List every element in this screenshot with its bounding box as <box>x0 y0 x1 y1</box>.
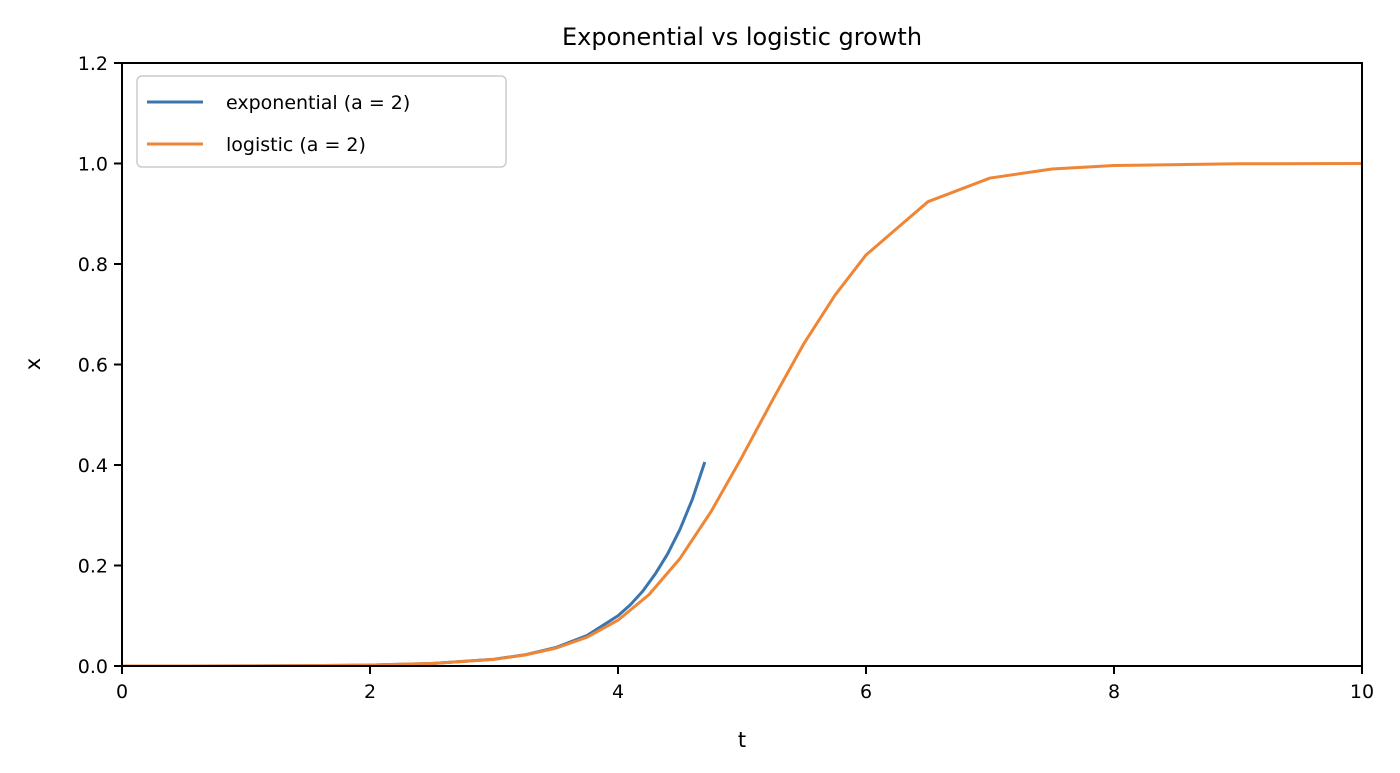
y-axis-ticks: 0.0 0.2 0.4 0.6 0.8 1.0 1.2 <box>78 53 122 678</box>
x-axis-label: t <box>738 728 746 752</box>
y-tick-label: 0.2 <box>78 556 108 578</box>
y-tick-label: 0.4 <box>78 455 108 477</box>
x-tick-label: 10 <box>1350 681 1374 703</box>
x-tick-label: 2 <box>364 681 376 703</box>
y-tick-label: 0.0 <box>78 656 108 678</box>
y-tick-label: 0.6 <box>78 355 108 377</box>
x-tick-label: 0 <box>116 681 128 703</box>
chart-title: Exponential vs logistic growth <box>562 23 922 51</box>
x-tick-label: 6 <box>860 681 872 703</box>
legend-label-logistic: logistic (a = 2) <box>226 134 366 156</box>
x-axis-ticks: 0 2 4 6 8 10 <box>116 666 1374 703</box>
x-tick-label: 8 <box>1108 681 1120 703</box>
legend: exponential (a = 2) logistic (a = 2) <box>136 75 507 168</box>
legend-label-exponential: exponential (a = 2) <box>226 92 410 114</box>
y-tick-label: 1.2 <box>78 53 108 75</box>
y-axis-label: x <box>21 358 45 370</box>
y-tick-label: 1.0 <box>78 154 108 176</box>
x-tick-label: 4 <box>612 681 624 703</box>
legend-box <box>136 75 507 168</box>
y-tick-label: 0.8 <box>78 254 108 276</box>
